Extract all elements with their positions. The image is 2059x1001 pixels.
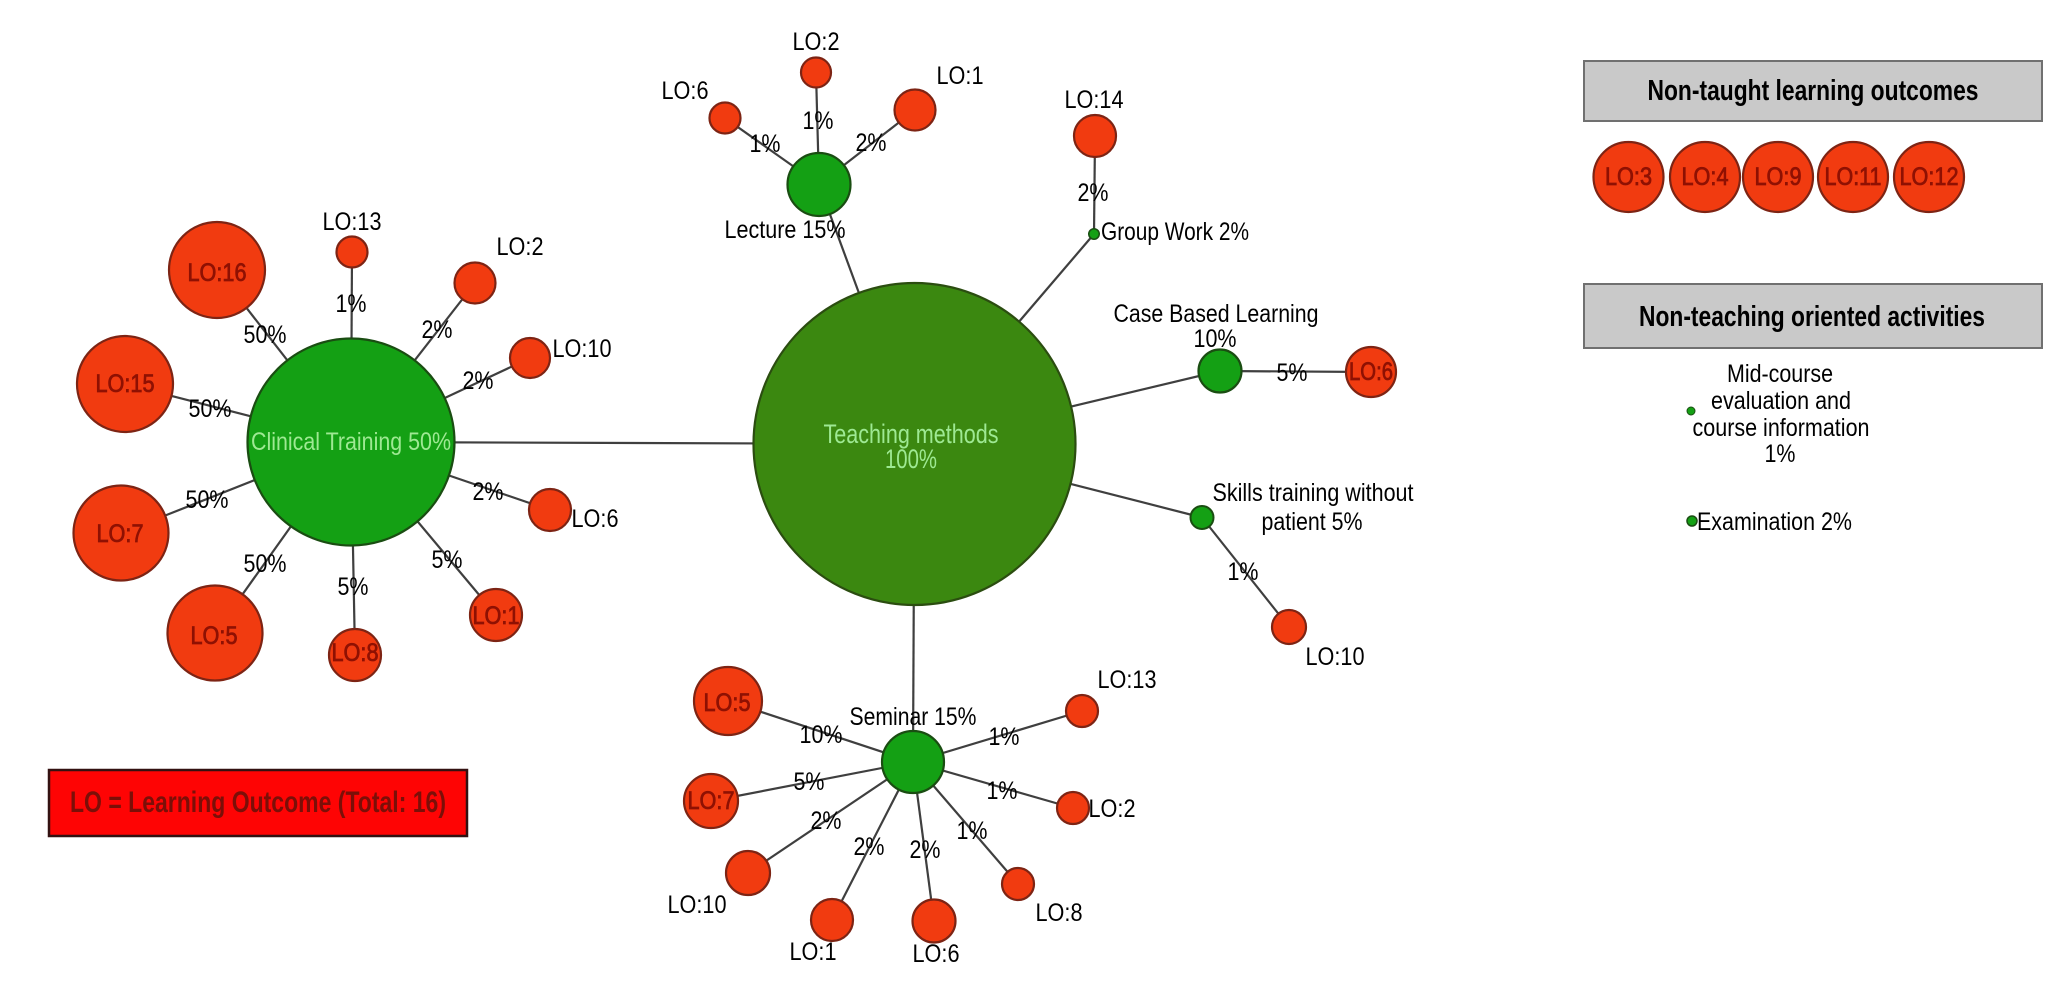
svg-text:10%: 10%: [1194, 325, 1237, 353]
svg-text:2%: 2%: [1078, 179, 1109, 207]
svg-text:LO:6: LO:6: [1349, 358, 1393, 386]
svg-text:LO:12: LO:12: [1900, 163, 1959, 191]
svg-text:LO:10: LO:10: [668, 891, 727, 919]
svg-text:2%: 2%: [854, 833, 885, 861]
svg-text:course information: course information: [1693, 414, 1870, 442]
svg-text:Seminar 15%: Seminar 15%: [850, 703, 977, 731]
svg-text:Clinical Training 50%: Clinical Training 50%: [251, 428, 451, 456]
svg-text:5%: 5%: [794, 768, 825, 796]
svg-text:2%: 2%: [856, 129, 887, 157]
svg-text:50%: 50%: [244, 550, 287, 578]
svg-text:LO:2: LO:2: [497, 233, 544, 261]
svg-text:1%: 1%: [803, 107, 834, 135]
svg-text:2%: 2%: [473, 478, 504, 506]
svg-text:50%: 50%: [189, 395, 232, 423]
svg-text:Non-teaching oriented activiti: Non-teaching oriented activities: [1639, 301, 1985, 333]
svg-text:LO:1: LO:1: [473, 602, 520, 630]
svg-text:2%: 2%: [811, 807, 842, 835]
svg-text:1%: 1%: [1765, 440, 1796, 468]
svg-text:50%: 50%: [186, 486, 229, 514]
svg-text:LO:11: LO:11: [1825, 163, 1882, 191]
svg-text:LO:14: LO:14: [1065, 86, 1124, 114]
svg-text:LO:5: LO:5: [191, 622, 238, 650]
svg-text:LO:8: LO:8: [332, 639, 379, 667]
svg-text:LO:9: LO:9: [1755, 163, 1802, 191]
svg-text:5%: 5%: [432, 546, 463, 574]
svg-text:LO = Learning Outcome (Total:: LO = Learning Outcome (Total: 16): [70, 786, 446, 819]
svg-text:10%: 10%: [800, 721, 843, 749]
svg-text:Group Work 2%: Group Work 2%: [1101, 218, 1249, 246]
svg-text:LO:10: LO:10: [553, 335, 612, 363]
svg-text:LO:6: LO:6: [662, 77, 709, 105]
svg-text:LO:3: LO:3: [1605, 163, 1652, 191]
svg-text:Examination 2%: Examination 2%: [1697, 508, 1852, 536]
svg-text:Case Based Learning: Case Based Learning: [1114, 300, 1319, 328]
svg-text:LO:6: LO:6: [913, 940, 960, 968]
svg-text:LO:1: LO:1: [790, 938, 837, 966]
svg-text:2%: 2%: [910, 836, 941, 864]
svg-text:Lecture 15%: Lecture 15%: [725, 216, 846, 244]
svg-text:LO:13: LO:13: [323, 208, 382, 236]
svg-text:1%: 1%: [987, 777, 1018, 805]
svg-text:Non-taught learning outcomes: Non-taught learning outcomes: [1648, 75, 1979, 107]
svg-text:LO:7: LO:7: [97, 520, 144, 548]
svg-text:patient 5%: patient 5%: [1262, 508, 1363, 536]
svg-text:LO:1: LO:1: [937, 62, 984, 90]
svg-text:2%: 2%: [422, 316, 453, 344]
svg-text:1%: 1%: [336, 290, 367, 318]
svg-text:1%: 1%: [957, 817, 988, 845]
svg-text:LO:15: LO:15: [96, 370, 155, 398]
svg-text:100%: 100%: [885, 444, 937, 474]
svg-text:Mid-course: Mid-course: [1727, 360, 1833, 388]
svg-text:LO:13: LO:13: [1098, 666, 1157, 694]
svg-text:Teaching methods: Teaching methods: [824, 419, 999, 449]
svg-text:evaluation and: evaluation and: [1711, 387, 1851, 415]
svg-text:50%: 50%: [244, 321, 287, 349]
svg-text:LO:16: LO:16: [188, 259, 247, 287]
svg-text:LO:4: LO:4: [1682, 163, 1729, 191]
svg-text:LO:6: LO:6: [572, 505, 619, 533]
svg-text:5%: 5%: [1277, 359, 1308, 387]
svg-text:5%: 5%: [338, 573, 369, 601]
svg-text:1%: 1%: [989, 723, 1020, 751]
svg-text:LO:7: LO:7: [688, 787, 735, 815]
svg-text:1%: 1%: [750, 130, 781, 158]
svg-text:LO:2: LO:2: [793, 28, 840, 56]
svg-text:1%: 1%: [1228, 558, 1259, 586]
svg-text:LO:8: LO:8: [1036, 899, 1083, 927]
svg-text:Skills training without: Skills training without: [1213, 479, 1414, 507]
svg-text:2%: 2%: [463, 367, 494, 395]
svg-text:LO:5: LO:5: [704, 689, 751, 717]
svg-text:LO:10: LO:10: [1306, 643, 1365, 671]
svg-text:LO:2: LO:2: [1089, 795, 1136, 823]
